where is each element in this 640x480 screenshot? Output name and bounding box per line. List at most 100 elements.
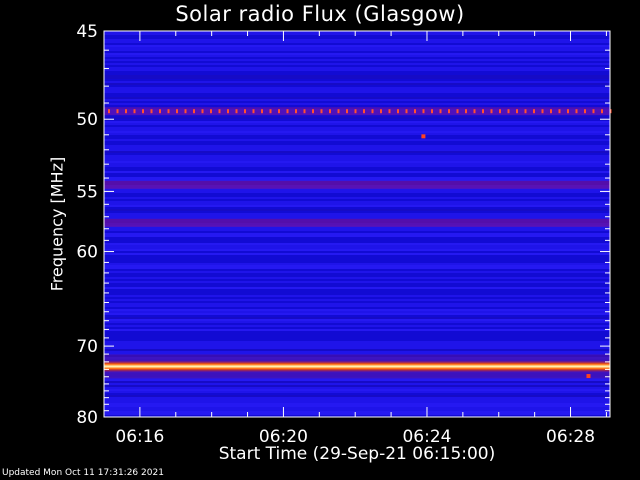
burst-spot (586, 374, 591, 379)
noise-row (104, 231, 610, 233)
noise-row (104, 169, 610, 171)
noise-row (104, 47, 610, 49)
noise-row (104, 381, 610, 383)
chart-title: Solar radio Flux (Glasgow) (175, 2, 465, 26)
band-weak (104, 218, 610, 227)
noise-row (104, 273, 610, 275)
noise-row (104, 291, 610, 293)
band-dot (286, 109, 289, 114)
band-dot (176, 109, 178, 114)
noise-row (104, 73, 610, 75)
band-dot (295, 109, 297, 114)
noise-row (104, 239, 610, 241)
y-tick-label: 80 (76, 408, 98, 428)
x-axis-label: Start Time (29-Sep-21 06:15:00) (218, 444, 496, 464)
noise-row (104, 297, 610, 299)
noise-row (104, 165, 610, 167)
noise-row (104, 171, 610, 173)
band-weak (104, 180, 610, 189)
noise-row (104, 387, 610, 389)
noise-row (104, 57, 610, 59)
noise-row (104, 241, 610, 243)
noise-row (104, 409, 610, 411)
noise-row (104, 295, 610, 297)
noise-row (104, 403, 610, 405)
noise-row (104, 85, 610, 87)
noise-row (104, 51, 610, 53)
noise-row (104, 385, 610, 387)
band-dot (550, 109, 552, 114)
band-dot (499, 109, 501, 114)
noise-row (104, 393, 610, 395)
noise-row (104, 81, 610, 83)
noise-row (104, 77, 610, 79)
noise-row (104, 189, 610, 191)
noise-row (104, 143, 610, 145)
noise-row (104, 353, 610, 355)
noise-row (104, 303, 610, 305)
noise-row (104, 141, 610, 143)
noise-row (104, 157, 610, 159)
noise-row (104, 35, 610, 37)
band-dot (584, 109, 586, 114)
noise-row (104, 99, 610, 101)
noise-row (104, 201, 610, 203)
band-dot (397, 109, 399, 114)
band-dot (184, 109, 187, 114)
noise-row (104, 115, 610, 117)
band-dot (567, 109, 569, 114)
noise-row (104, 243, 610, 245)
noise-row (104, 287, 610, 289)
band-dot (558, 109, 561, 114)
noise-row (104, 395, 610, 397)
noise-row (104, 325, 610, 327)
band-dot (278, 109, 280, 114)
band-dot (482, 109, 484, 114)
noise-row (104, 251, 610, 253)
noise-row (104, 95, 610, 97)
band-dot (210, 109, 212, 114)
noise-row (104, 319, 610, 321)
band-dot (116, 109, 119, 114)
noise-row (104, 63, 610, 65)
noise-row (104, 101, 610, 103)
y-axis-label: Frequency [MHz] (47, 156, 67, 292)
band-dot (456, 109, 459, 114)
noise-row (104, 277, 610, 279)
band-dot (414, 109, 416, 114)
noise-row (104, 103, 610, 105)
noise-row (104, 399, 610, 401)
noise-row (104, 257, 610, 259)
noise-row (104, 321, 610, 323)
noise-row (104, 379, 610, 381)
band-dot (507, 109, 510, 114)
noise-row (104, 71, 610, 73)
noise-row (104, 229, 610, 231)
noise-row (104, 315, 610, 317)
noise-row (104, 147, 610, 149)
noise-row (104, 31, 610, 33)
noise-row (104, 197, 610, 199)
noise-row (104, 337, 610, 339)
burst-spot (421, 134, 426, 139)
noise-row (104, 39, 610, 41)
noise-row (104, 199, 610, 201)
noise-row (104, 215, 610, 217)
noise-row (104, 151, 610, 153)
band-dot (448, 109, 450, 114)
noise-row (104, 155, 610, 157)
noise-row (104, 389, 610, 391)
band-dot (244, 109, 246, 114)
band-dot (133, 109, 136, 114)
noise-row (104, 415, 610, 417)
noise-row (104, 93, 610, 95)
band-dot (541, 109, 544, 114)
x-tick-label: 06:24 (402, 427, 451, 447)
noise-row (104, 267, 610, 269)
band-dot (601, 109, 603, 114)
y-tick-label: 45 (76, 22, 98, 42)
noise-row (104, 279, 610, 281)
noise-row (104, 317, 610, 319)
noise-row (104, 175, 610, 177)
noise-row (104, 67, 610, 69)
